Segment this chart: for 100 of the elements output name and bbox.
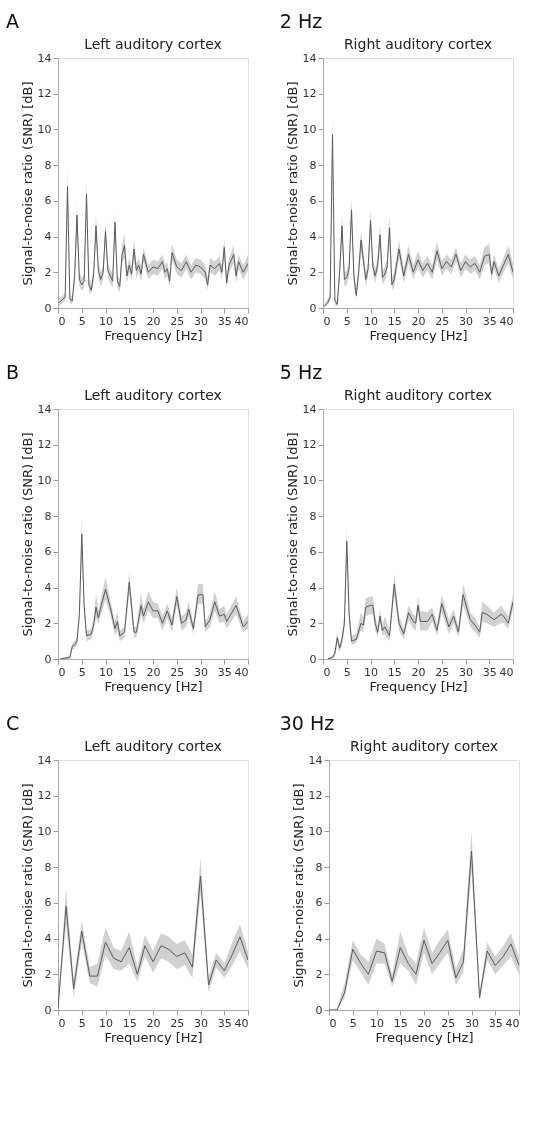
chart-title: Left auditory cortex [84, 387, 222, 403]
y-axis-title: Signal-to-noise ratio (SNR) [dB] [284, 432, 300, 637]
x-tick-label: 5 [78, 314, 86, 328]
x-tick-label: 40 [499, 665, 514, 679]
y-tick-label: 10 [302, 473, 317, 487]
x-axis-title: Frequency [Hz] [104, 327, 203, 343]
y-tick-label: 0 [309, 652, 317, 666]
x-tick-label: 0 [329, 1016, 337, 1030]
y-tick-label: 8 [309, 509, 317, 523]
x-tick-label: 25 [170, 314, 185, 328]
x-axis-title: Frequency [Hz] [104, 1029, 203, 1045]
y-tick-label: 0 [44, 652, 52, 666]
x-tick-label: 15 [122, 314, 137, 328]
y-tick-label: 2 [44, 967, 52, 981]
y-tick-label: 0 [44, 301, 52, 315]
y-tick-label: 8 [44, 509, 52, 523]
x-axis-title: Frequency [Hz] [375, 1029, 474, 1045]
x-tick-label: 40 [234, 665, 249, 679]
x-tick-label: 20 [146, 314, 161, 328]
x-tick-label: 15 [387, 314, 402, 328]
x-tick-label: 30 [459, 665, 473, 679]
y-tick-label: 14 [302, 51, 317, 65]
x-tick-label: 10 [364, 665, 378, 679]
text: 2 Hz [279, 10, 323, 32]
y-tick-label: 2 [315, 967, 323, 981]
y-tick-label: 14 [37, 51, 52, 65]
y-tick-label: 10 [302, 122, 317, 136]
y-tick-label: 10 [37, 473, 52, 487]
y-tick-label: 14 [37, 402, 52, 416]
x-tick-label: 15 [122, 665, 137, 679]
y-tick-label: 4 [309, 581, 317, 595]
y-tick-label: 14 [308, 753, 323, 767]
x-tick-label: 35 [217, 1016, 232, 1030]
x-tick-label: 20 [411, 665, 426, 679]
x-tick-label: 0 [58, 314, 66, 328]
y-tick-label: 4 [44, 230, 52, 244]
y-tick-label: 6 [309, 194, 317, 208]
y-tick-label: 0 [315, 1003, 323, 1017]
x-tick-label: 15 [122, 1016, 137, 1030]
x-axis-title: Frequency [Hz] [104, 678, 203, 694]
y-tick-label: 2 [44, 616, 52, 630]
x-tick-label: 5 [78, 1016, 86, 1030]
x-tick-label: 0 [58, 1016, 66, 1030]
y-tick-label: 10 [308, 824, 323, 838]
y-tick-label: 6 [315, 896, 323, 910]
x-tick-label: 25 [170, 1016, 185, 1030]
y-tick-label: 6 [44, 545, 52, 559]
y-tick-label: 12 [37, 789, 52, 803]
y-tick-label: 4 [315, 932, 323, 946]
x-tick-label: 5 [343, 314, 351, 328]
y-axis-title: Signal-to-noise ratio (SNR) [dB] [290, 783, 306, 988]
y-tick-label: 10 [37, 122, 52, 136]
y-axis-title: Signal-to-noise ratio (SNR) [dB] [19, 81, 35, 286]
x-tick-label: 40 [505, 1016, 520, 1030]
x-tick-label: 10 [99, 314, 113, 328]
x-tick-label: 5 [343, 665, 351, 679]
y-tick-label: 6 [44, 194, 52, 208]
x-tick-label: 20 [417, 1016, 432, 1030]
y-tick-label: 6 [309, 545, 317, 559]
x-tick-label: 0 [58, 665, 66, 679]
x-axis-title: Frequency [Hz] [369, 678, 468, 694]
y-tick-label: 12 [37, 438, 52, 452]
x-tick-label: 30 [194, 1016, 208, 1030]
y-tick-label: 10 [37, 824, 52, 838]
y-tick-label: 2 [309, 616, 317, 630]
y-axis-title: Signal-to-noise ratio (SNR) [dB] [19, 783, 35, 988]
text: 5 Hz [279, 361, 323, 383]
text: 30 Hz [279, 712, 335, 734]
x-tick-label: 25 [170, 665, 185, 679]
y-tick-label: 4 [44, 581, 52, 595]
y-tick-label: 2 [44, 265, 52, 279]
x-tick-label: 30 [465, 1016, 479, 1030]
x-tick-label: 30 [459, 314, 473, 328]
x-tick-label: 20 [411, 314, 426, 328]
x-tick-label: 5 [349, 1016, 357, 1030]
y-tick-label: 8 [44, 158, 52, 172]
y-tick-label: 12 [308, 789, 323, 803]
x-tick-label: 25 [441, 1016, 456, 1030]
x-tick-label: 5 [78, 665, 86, 679]
y-tick-label: 14 [302, 402, 317, 416]
x-tick-label: 35 [217, 314, 232, 328]
y-tick-label: 0 [309, 301, 317, 315]
y-tick-label: 6 [44, 896, 52, 910]
y-axis-title: Signal-to-noise ratio (SNR) [dB] [284, 81, 300, 286]
x-tick-label: 20 [146, 665, 161, 679]
chart-title: Left auditory cortex [84, 738, 222, 754]
x-tick-label: 30 [194, 665, 208, 679]
y-tick-label: 4 [44, 932, 52, 946]
x-tick-label: 10 [99, 1016, 113, 1030]
y-tick-label: 12 [37, 87, 52, 101]
x-tick-label: 30 [194, 314, 208, 328]
y-tick-label: 4 [309, 230, 317, 244]
x-axis-title: Frequency [Hz] [369, 327, 468, 343]
x-tick-label: 25 [435, 665, 450, 679]
x-tick-label: 35 [217, 665, 232, 679]
chart-title: Right auditory cortex [343, 36, 493, 52]
chart-title: Left auditory cortex [84, 36, 222, 52]
x-tick-label: 35 [482, 314, 497, 328]
x-tick-label: 40 [499, 314, 514, 328]
chart-title: Right auditory cortex [349, 738, 499, 754]
